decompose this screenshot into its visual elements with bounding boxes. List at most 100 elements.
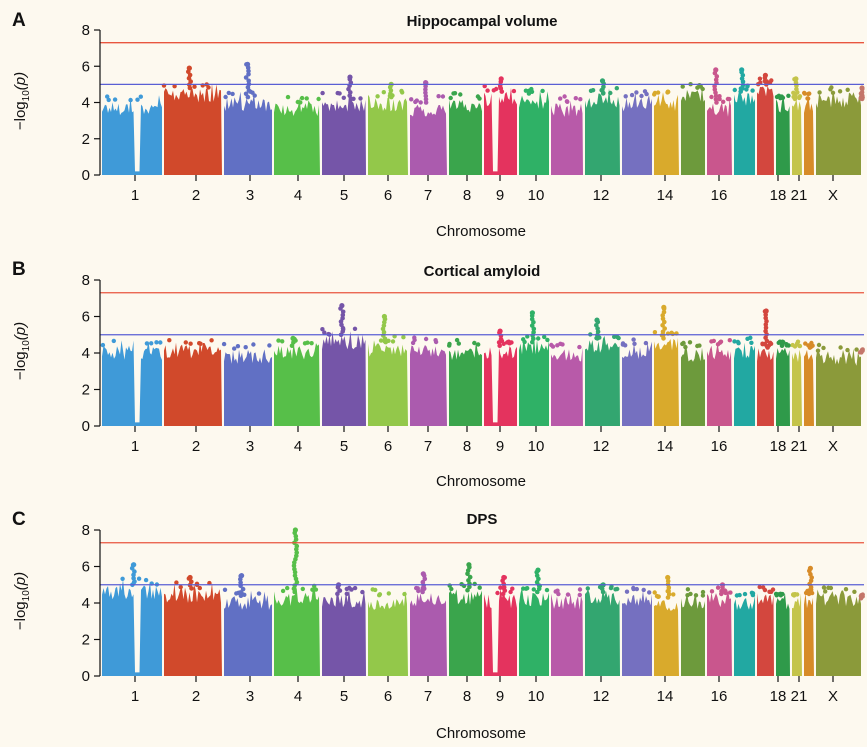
snp-point [251, 342, 256, 347]
snp-point [423, 87, 428, 92]
snp-point [540, 88, 545, 94]
snp-point [806, 591, 812, 597]
x-tick-label: 5 [340, 187, 348, 204]
snp-point [135, 97, 140, 102]
snp-point [340, 316, 345, 321]
snp-point [790, 342, 795, 348]
snp-point [100, 342, 106, 348]
snp-point [837, 89, 843, 94]
snp-point [491, 88, 496, 93]
chromosome-16-points [707, 99, 732, 175]
chromosome-6-points [368, 340, 408, 426]
snp-point [634, 586, 639, 592]
snp-point [700, 86, 705, 92]
chromosome-13-points [622, 341, 652, 426]
y-tick-label: 4 [82, 345, 90, 362]
snp-point [415, 586, 420, 591]
snp-point [154, 340, 159, 345]
x-tick-label: 9 [496, 438, 504, 455]
snp-point [232, 346, 237, 351]
snp-point [352, 326, 358, 331]
snp-point [285, 585, 290, 591]
chromosome-21-points [804, 95, 814, 175]
snp-point [183, 340, 188, 345]
chromosome-14-points [654, 600, 679, 676]
chromosome-11-points [551, 100, 583, 175]
chromosome-5-points [322, 331, 366, 426]
snp-point [826, 585, 831, 590]
y-tick-label: 8 [82, 522, 90, 539]
snp-point [556, 591, 561, 597]
snp-point [742, 591, 748, 597]
snp-point [149, 341, 154, 346]
snp-point [661, 336, 666, 341]
snp-point [711, 338, 716, 344]
snp-point [536, 586, 542, 592]
x-axis-label: Chromosome [436, 223, 526, 240]
top-hit-chr-20 [793, 76, 799, 82]
snp-point [467, 584, 472, 590]
snp-point [132, 569, 137, 574]
panel-label: B [12, 259, 26, 280]
snp-point [477, 585, 482, 590]
top-hit-chr-12 [599, 78, 606, 84]
snp-point [828, 87, 833, 92]
top-hit-chr-14 [665, 574, 671, 581]
snp-point [138, 94, 143, 99]
y-tick-label: 4 [82, 95, 90, 112]
snp-point [843, 587, 849, 592]
y-tick-label: 6 [82, 58, 90, 75]
top-hit-chr-9 [497, 328, 503, 334]
chromosome-8-points [449, 589, 482, 676]
snp-point [300, 586, 305, 592]
x-tick-label: X [828, 688, 838, 705]
snp-point [299, 95, 305, 101]
chromosome-19-points [776, 96, 790, 175]
chromosome-14-points [654, 92, 679, 175]
snp-point [280, 588, 286, 594]
snp-point [238, 580, 243, 585]
snp-point [709, 94, 714, 100]
x-tick-label: 10 [528, 688, 545, 705]
snp-point [192, 84, 197, 89]
snp-point [769, 78, 774, 83]
snp-point [402, 591, 407, 597]
chromosome-4-points [274, 586, 320, 676]
snp-point [565, 592, 571, 597]
chromosome-5-points [322, 588, 366, 676]
x-tick-label: 4 [294, 688, 302, 705]
snp-point [128, 97, 133, 103]
snp-point [666, 588, 671, 594]
snp-point [578, 97, 583, 102]
top-hit-chr-3 [245, 61, 251, 67]
snp-point [313, 587, 319, 592]
panel-label: A [12, 10, 26, 31]
snp-point [680, 84, 685, 89]
snp-point [717, 94, 722, 99]
x-tick-label: 14 [657, 187, 674, 204]
x-tick-label: 4 [294, 438, 302, 455]
snp-point [778, 593, 783, 598]
snp-point [655, 594, 661, 599]
x-tick-label: 21 [791, 187, 808, 204]
snp-point [111, 338, 117, 344]
snp-point [295, 99, 300, 105]
snp-point [410, 340, 416, 346]
snp-point [136, 576, 142, 581]
top-hit-chr-12 [594, 317, 600, 323]
snp-point [475, 94, 481, 99]
snp-point [821, 585, 827, 590]
snp-point [838, 345, 843, 350]
snp-point [810, 343, 815, 348]
chromosome-11-points [551, 593, 583, 676]
y-tick-label: 8 [82, 272, 90, 289]
chromosome-12-points [585, 335, 620, 426]
y-tick-label: 2 [82, 131, 90, 148]
snp-point [721, 99, 726, 105]
snp-point [757, 76, 763, 81]
snp-point [585, 586, 590, 591]
chromosome-12-points [585, 587, 620, 676]
